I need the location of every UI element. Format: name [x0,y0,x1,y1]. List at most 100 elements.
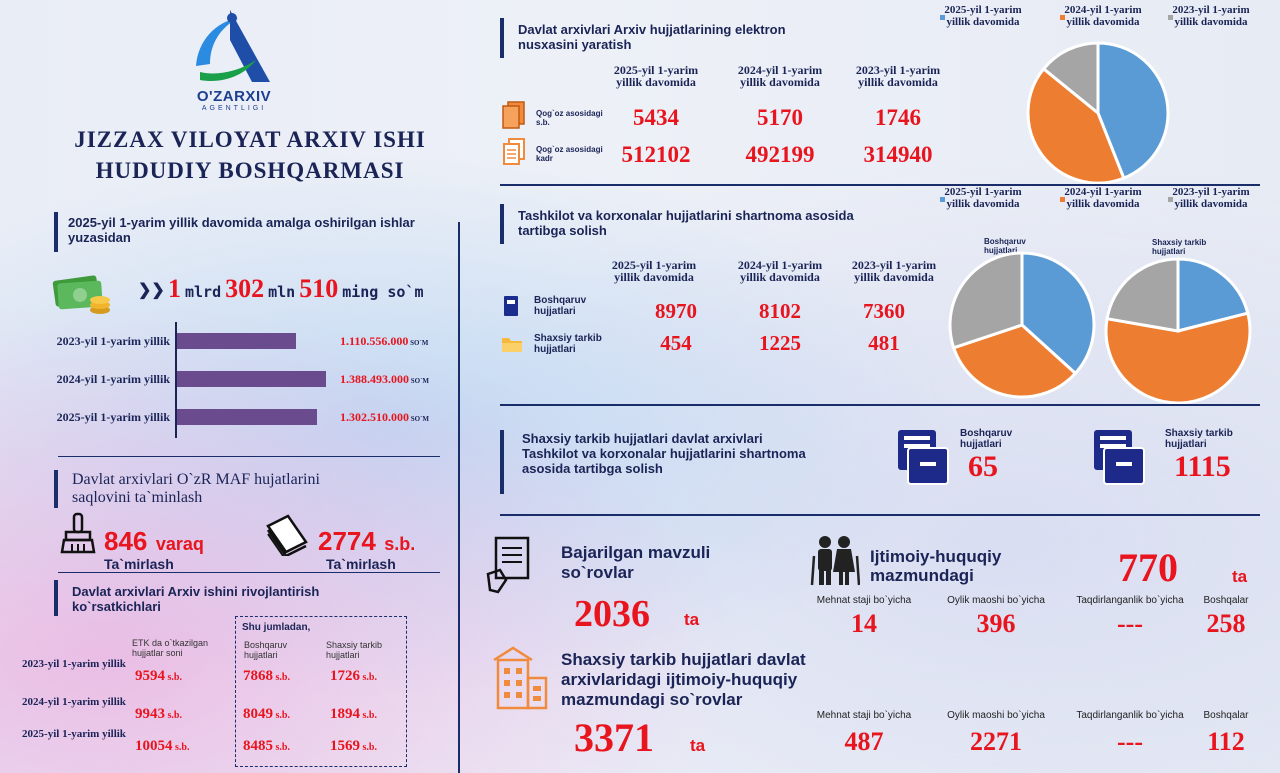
bar-value-unit: SO`M [409,415,430,423]
legend-label: 2025-yil 1-yarim yillik davomida [944,4,1022,28]
category-value: 396 [976,609,1016,638]
row-value: 314940 [863,142,933,167]
dev-number: 8049 [243,706,273,722]
section-marker [54,580,58,616]
row-value: 1746 [875,105,921,130]
year-header: 2023-yil 1-yarim yillik davomida [851,258,937,284]
dev-number: 1726 [330,668,360,684]
personal-heading: Shaxsiy tarkib hujjatlari davlat arxivla… [522,431,806,476]
row-value: 5170 [757,105,803,130]
money-icon [52,272,112,316]
ozarxiv-logo-icon [196,10,270,82]
bar-label: 2025-yil 1-yarim yillik [56,410,170,424]
dev-number: 8485 [243,738,273,754]
row-value: 454 [660,331,692,355]
social-value: 770 [1118,545,1178,590]
revenue-u1: mlrd [185,283,222,301]
maf-b-value: 2774 [318,526,376,556]
bar-label: 2023-yil 1-yarim yillik [56,334,170,348]
row-value: 492199 [745,142,815,167]
dev-row-value: 1894 s.b. [330,706,377,723]
year-header: 2024-yil 1-yarim yillik davomida [737,63,823,89]
dev-unit: s.b. [360,710,377,721]
folder-icon [500,334,524,354]
row-value: 512102 [621,142,691,167]
contract-heading: Tashkilot va korxonalar hujjatlarini sha… [518,208,854,238]
personal-query-unit: ta [690,736,706,755]
revenue-heading: 2025-yil 1-yarim yillik davomida amalga … [68,215,415,245]
category-value: --- [1117,727,1143,756]
divider [500,184,1260,186]
row-value: 5434 [633,105,679,130]
maf-b: 2774 s.b. [318,526,415,557]
category-label: Mehnat staji bo`yicha [816,595,912,606]
bar-value: 1.302.510.000 SO`M [340,410,429,425]
dev-unit: s.b. [273,672,290,683]
dev-row-label: 2024-yil 1-yarim yillik [22,696,126,708]
pie-slice [1020,251,1096,376]
category-value: 2271 [970,727,1022,756]
revenue-n2: 302 [225,274,265,303]
legend-swatch [1060,197,1065,202]
legend-label: 2023-yil 1-yarim yillik davomida [1172,186,1250,210]
electronic-pie-chart [1026,41,1170,185]
revenue-u3: ming so`m [342,283,424,301]
bar-axis [175,322,177,438]
papers-stack-icon [500,100,528,130]
personal-b-label: Shaxsiy tarkib hujjatlari [1165,428,1233,450]
pie-a-title: Boshqaruv hujjatlari [984,237,1026,255]
org-title-line1: JIZZAX VILOYAT ARXIV ISHI [74,127,426,152]
documents-icon [500,137,528,167]
category-value: --- [1117,609,1143,638]
pie-slice [1105,257,1180,333]
maf-a-value: 846 [104,526,148,556]
divider [58,572,440,573]
dev-unit: s.b. [172,742,190,753]
maf-heading: Davlat arxivlari O`zR MAF hujatlarini sa… [72,471,320,506]
divider [58,456,440,457]
dev-number: 7868 [243,668,273,684]
personal-b-value: 1115 [1174,450,1231,483]
column-divider [458,222,460,773]
category-label: Boshqalar [1203,595,1249,606]
legend-label: 2024-yil 1-yarim yillik davomida [1064,4,1142,28]
row-label: Boshqaruv hujjatlari [534,295,587,317]
dev-row-value: 8049 s.b. [243,706,290,723]
pie-b-title: Shaxsiy tarkib hujjatlari [1152,238,1207,256]
section-marker [54,212,58,252]
bar [177,371,326,387]
year-header: 2024-yil 1-yarim yillik davomida [737,258,823,284]
dev-row-value: 8485 s.b. [243,738,290,755]
row-value: 8102 [759,299,801,323]
maf-b-unit: s.b. [384,534,416,554]
archive-box-icon [896,428,950,486]
pie-slice [1041,41,1100,117]
section-marker [500,204,504,244]
section-marker [500,18,504,58]
category-label: Oylik maoshi bo`yicha [947,595,1045,606]
brush-icon [60,512,96,554]
pie-slice [1026,66,1126,185]
electronic-heading: Davlat arxivlari Arxiv hujjatlarining el… [518,22,786,52]
topic-value: 2036 [574,593,650,635]
dev-row-label: 2023-yil 1-yarim yillik [22,658,126,670]
dev-unit: s.b. [165,710,182,721]
personal-query-title: Shaxsiy tarkib hujjatlari davlat arxivla… [561,650,806,709]
pie-slice [1176,257,1250,333]
row-label: Shaxsiy tarkib hujjatlari [534,333,602,355]
category-label: Taqdirlanganlik bo`yicha [1076,595,1184,606]
row-value: 481 [868,331,900,355]
dev-col-b: Shaxsiy tarkib hujjatlari [326,640,383,660]
personal-a-label: Boshqaruv hujjatlari [960,428,1013,450]
archive-box-icon [1092,428,1146,486]
revenue-bar-chart: 2023-yil 1-yarim yillik 1.110.556.000 SO`… [20,322,460,440]
year-header: 2025-yil 1-yarim yillik davomida [613,63,699,89]
dev-number: 9943 [135,706,165,722]
row-value: 1225 [759,331,801,355]
legend-swatch [940,15,945,20]
bar [177,409,317,425]
revenue-u2: mln [268,283,296,301]
legend-swatch [1168,197,1173,202]
bar-label: 2024-yil 1-yarim yillik [56,372,170,386]
category-value: 258 [1206,609,1246,638]
